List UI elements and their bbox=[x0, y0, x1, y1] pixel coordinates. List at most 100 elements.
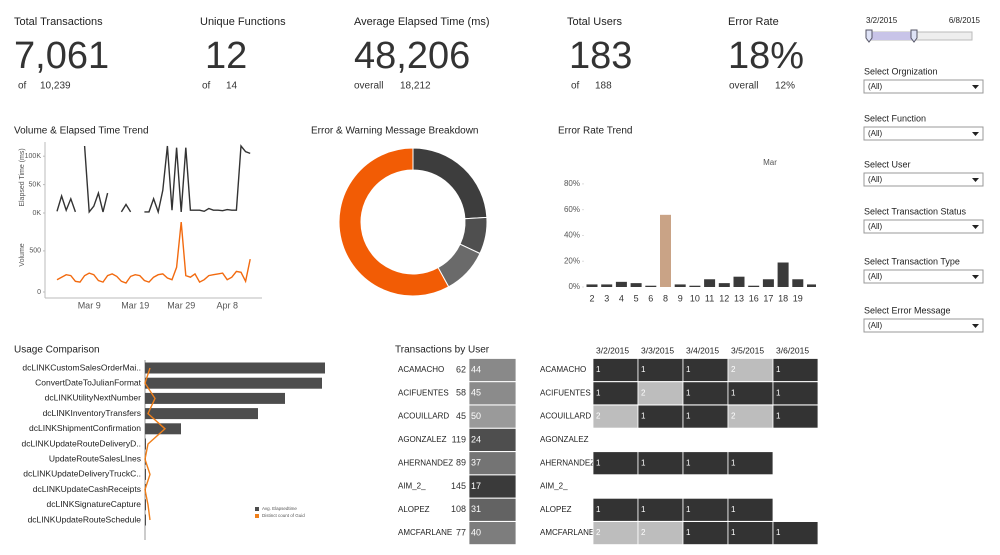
line bbox=[56, 144, 251, 215]
x-tick-label: 13 bbox=[734, 293, 744, 303]
x-tick-label: 8 bbox=[663, 293, 668, 303]
user-share: 44 bbox=[471, 364, 481, 374]
filter-value: (All) bbox=[868, 175, 883, 184]
kpi-qualifier: overall bbox=[729, 81, 758, 92]
y-tick-label: 0% bbox=[568, 282, 580, 291]
category-label: dcLINKUpdateRouteSchedule bbox=[28, 514, 142, 524]
heat-cell bbox=[772, 521, 819, 545]
x-tick-label: 18 bbox=[778, 293, 788, 303]
y-tick-label: 100K bbox=[25, 153, 42, 160]
bar bbox=[145, 499, 146, 511]
heat-value: 1 bbox=[686, 505, 691, 514]
x-tick-label: 11 bbox=[705, 293, 714, 303]
y-axis-label: Volume bbox=[19, 243, 26, 266]
x-tick-label: Mar 29 bbox=[167, 300, 195, 310]
kpi-reference: 18,212 bbox=[400, 81, 431, 92]
x-tick-label: 19 bbox=[793, 293, 803, 303]
category-label: dcLINKUpdateRouteDeliveryD.. bbox=[21, 438, 141, 448]
filter-value: (All) bbox=[868, 222, 883, 231]
heat-value: 1 bbox=[596, 458, 601, 467]
heat-value: 1 bbox=[686, 412, 691, 421]
legend-label: Distinct count of Guid bbox=[262, 513, 305, 518]
legend-label: Avg. Elapsedtime bbox=[262, 506, 297, 511]
y-tick-label: 60% bbox=[564, 205, 580, 214]
filter-label: Select Transaction Type bbox=[864, 256, 960, 266]
slider-handle[interactable] bbox=[865, 29, 873, 43]
filter-label: Select User bbox=[864, 159, 911, 169]
dropdown-arrow bbox=[972, 225, 979, 229]
bar bbox=[689, 285, 701, 287]
date-header: 3/3/2015 bbox=[641, 345, 674, 355]
user-count: 89 bbox=[456, 458, 466, 468]
heat-value: 1 bbox=[731, 388, 736, 397]
heat-value: 1 bbox=[596, 365, 601, 374]
user-name: ACOUILLARD bbox=[398, 412, 449, 421]
bar bbox=[145, 392, 285, 404]
date-header: 3/6/2015 bbox=[776, 345, 809, 355]
heat-value: 2 bbox=[731, 412, 736, 421]
x-tick-label: Mar 19 bbox=[121, 300, 149, 310]
user-name: ALOPEZ bbox=[398, 505, 430, 514]
table-title: Transactions by User bbox=[395, 345, 490, 356]
category-label: dcLINKSignatureCapture bbox=[46, 499, 141, 509]
x-tick-label: 9 bbox=[678, 293, 683, 303]
kpi-qualifier: overall bbox=[354, 81, 383, 92]
heat-value: 1 bbox=[596, 388, 601, 397]
chart-title: Error Rate Trend bbox=[558, 126, 632, 137]
heat-value: 1 bbox=[731, 528, 736, 537]
filter-select[interactable] bbox=[863, 318, 984, 333]
x-tick-label: 6 bbox=[648, 293, 653, 303]
x-tick-label: 10 bbox=[690, 293, 700, 303]
filter-select[interactable] bbox=[863, 79, 984, 94]
user-share: 31 bbox=[471, 504, 481, 514]
chart-title: Error & Warning Message Breakdown bbox=[311, 126, 478, 137]
user-count: 108 bbox=[451, 504, 466, 514]
heat-value: 2 bbox=[641, 388, 646, 397]
user-count: 145 bbox=[451, 481, 466, 491]
heat-cell bbox=[772, 404, 819, 429]
x-tick-label: Mar 9 bbox=[78, 300, 101, 310]
date-header: 3/2/2015 bbox=[596, 345, 629, 355]
y-tick-label: 40% bbox=[564, 231, 580, 240]
kpi-qualifier: of bbox=[18, 81, 27, 92]
heat-value: 1 bbox=[776, 528, 781, 537]
heat-value: 1 bbox=[686, 528, 691, 537]
shade-cell bbox=[468, 521, 517, 545]
heat-value: 1 bbox=[731, 505, 736, 514]
heat-value: 1 bbox=[731, 458, 736, 467]
kpi-value: 18% bbox=[728, 35, 804, 77]
user-share: 45 bbox=[471, 388, 481, 398]
category-label: dcLINKUpdateCashReceipts bbox=[33, 484, 141, 494]
user-count: 119 bbox=[452, 434, 466, 444]
slider-handle[interactable] bbox=[910, 29, 918, 43]
filter-value: (All) bbox=[868, 321, 883, 330]
bar bbox=[807, 284, 816, 287]
filter-select[interactable] bbox=[863, 219, 984, 234]
bar bbox=[145, 514, 146, 526]
date-start: 3/2/2015 bbox=[866, 16, 898, 25]
filter-select[interactable] bbox=[863, 172, 984, 187]
date-end: 6/8/2015 bbox=[949, 16, 981, 25]
legend-swatch bbox=[255, 514, 259, 518]
y-tick-label: 500 bbox=[29, 248, 41, 255]
user-name: ALOPEZ bbox=[540, 505, 572, 514]
kpi-title: Unique Functions bbox=[200, 16, 286, 28]
user-name: AIM_2_ bbox=[398, 482, 426, 491]
user-name: AGONZALEZ bbox=[540, 435, 589, 444]
bar bbox=[660, 214, 671, 287]
x-tick-label: Apr 8 bbox=[216, 300, 238, 310]
filter-select[interactable] bbox=[863, 269, 984, 284]
x-tick-label: 16 bbox=[749, 293, 759, 303]
heat-value: 1 bbox=[776, 412, 781, 421]
dropdown-arrow bbox=[972, 132, 979, 136]
heat-value: 1 bbox=[776, 388, 781, 397]
heat-value: 2 bbox=[641, 528, 646, 537]
bar bbox=[145, 423, 181, 435]
filter-label: Select Function bbox=[864, 113, 926, 123]
filter-select[interactable] bbox=[863, 126, 984, 141]
dropdown-arrow bbox=[972, 85, 979, 89]
x-tick-label: 12 bbox=[719, 293, 729, 303]
user-share: 37 bbox=[471, 458, 481, 468]
user-name: AMCFARLANE bbox=[398, 528, 452, 537]
filter-value: (All) bbox=[868, 272, 883, 281]
